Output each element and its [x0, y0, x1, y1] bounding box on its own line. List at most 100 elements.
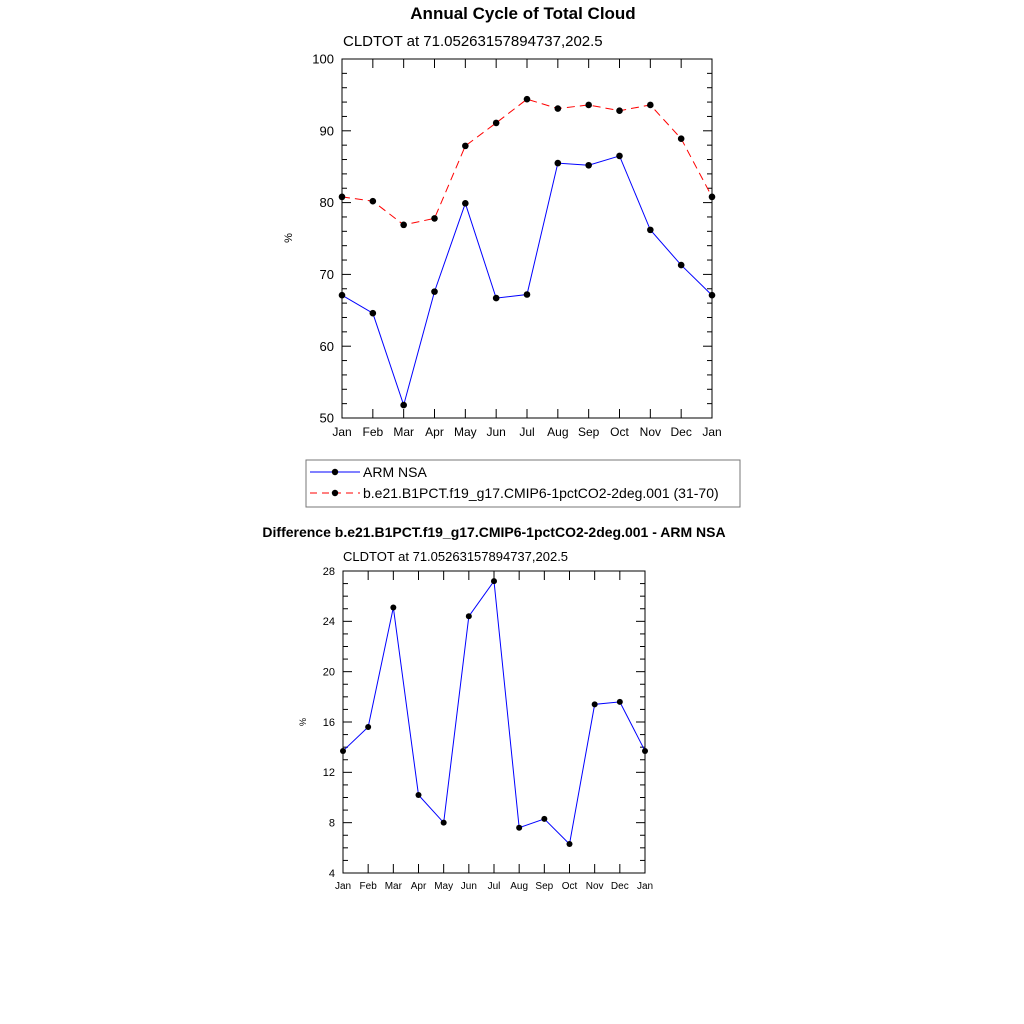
bottom-chart-series-line-0: [342, 579, 646, 846]
top-chart-title: Annual Cycle of Total Cloud: [410, 4, 635, 23]
top-chart-xtick-label: Nov: [640, 425, 661, 439]
top-chart-series-1-point: [677, 135, 685, 142]
top-chart-series-1-point: [523, 95, 531, 103]
bottom-chart-xtick-label: Jul: [488, 881, 501, 892]
top-chart-series-1-point: [585, 101, 592, 109]
bottom-chart-ytick-label: 24: [323, 616, 335, 628]
top-chart-xtick-label: Jul: [519, 425, 534, 439]
top-chart-series-line-0: [341, 155, 713, 407]
top-chart-series-0-point: [492, 294, 500, 302]
bottom-chart-series-0-point: [415, 791, 422, 798]
bottom-chart-series: [340, 578, 648, 848]
bottom-chart-xtick-label: Sep: [535, 881, 553, 892]
top-chart: Annual Cycle of Total Cloud CLDTOT at 71…: [283, 4, 741, 508]
bottom-chart-subtitle: CLDTOT at 71.05263157894737,202.5: [343, 549, 568, 564]
top-chart-series-1-point: [492, 119, 500, 127]
bottom-chart-xtick-label: May: [434, 881, 453, 892]
legend-label-model: b.e21.B1PCT.f19_g17.CMIP6-1pctCO2-2deg.0…: [363, 485, 719, 501]
bottom-chart-series-0-point: [591, 701, 598, 708]
top-chart-series-1-point: [431, 215, 438, 222]
top-chart-axes: Jan Feb Mar Apr May Jun Jul Aug Sep Oct Nov Dec Jan5…: [312, 52, 721, 439]
top-chart-series-1-point: [647, 101, 654, 109]
top-chart-ylabel: %: [283, 233, 295, 243]
top-chart-xtick-label: Apr: [425, 425, 444, 439]
bottom-chart-series-0-point: [516, 824, 523, 831]
top-plot-frame: [341, 58, 713, 419]
top-chart-ytick-label: 100: [312, 52, 334, 67]
bottom-chart-series-0-point: [541, 815, 548, 822]
bottom-chart-xtick-label: Jan: [335, 881, 351, 892]
top-chart-legend: ARM NSA b.e21.B1PCT.f19_g17.CMIP6-1pctCO…: [305, 459, 741, 508]
top-chart-series-0-point: [554, 159, 562, 167]
top-chart-ytick-label: 50: [320, 411, 334, 426]
bottom-chart-xtick-label: Dec: [611, 881, 629, 892]
top-chart-xtick-label: May: [454, 425, 477, 439]
top-chart-xtick-label: Jun: [486, 425, 505, 439]
top-chart-xtick-label: Dec: [670, 425, 691, 439]
bottom-chart-series-0-point: [465, 613, 472, 620]
legend-marker-arm-nsa: [331, 468, 339, 476]
top-chart-series-1-point: [554, 105, 562, 112]
top-chart-xtick-label: Feb: [362, 425, 383, 439]
top-chart-series-1-point: [616, 107, 623, 114]
bottom-chart-series-0-point: [390, 604, 397, 611]
bottom-chart-series-0-point: [440, 819, 447, 826]
top-chart-series-1-point: [400, 221, 407, 229]
bottom-chart-ytick-label: 4: [329, 868, 335, 880]
bottom-chart-xtick-label: Jun: [461, 881, 477, 892]
bottom-chart-series-0-point: [642, 747, 648, 754]
top-chart-series-0-point: [338, 291, 346, 299]
top-chart-xtick-label: Oct: [610, 425, 629, 439]
top-chart-ytick-label: 60: [320, 339, 334, 354]
bottom-chart-xtick-label: Oct: [562, 881, 578, 892]
bottom-chart-series-0-point: [616, 698, 623, 705]
top-chart-xtick-label: Aug: [547, 425, 568, 439]
top-chart-xtick-label: Sep: [578, 425, 600, 439]
bottom-chart-ylabel: %: [298, 718, 308, 726]
bottom-chart-xtick-label: Feb: [360, 881, 378, 892]
top-chart-series: [338, 95, 716, 409]
top-chart-series-0-point: [431, 288, 438, 295]
top-chart-series-0-point: [677, 261, 685, 269]
bottom-chart-ytick-label: 28: [323, 566, 335, 578]
bottom-chart-xtick-label: Nov: [586, 881, 604, 892]
top-chart-series-0-point: [523, 291, 531, 298]
top-chart-series-0-point: [708, 291, 716, 299]
top-chart-ytick-label: 90: [320, 123, 334, 138]
top-chart-series-0-point: [647, 226, 654, 234]
bottom-chart-ytick-label: 20: [323, 667, 335, 679]
bottom-chart-title: Difference b.e21.B1PCT.f19_g17.CMIP6-1pc…: [262, 524, 725, 540]
top-chart-series-1-point: [708, 193, 716, 201]
top-chart-series-0-point: [400, 401, 407, 409]
bottom-chart-axes: Jan Feb Mar Apr May Jun Jul Aug Sep Oct Nov Dec Jan4…: [323, 566, 653, 892]
top-chart-series-0-point: [585, 161, 592, 169]
bottom-chart-series-0-point: [365, 724, 372, 731]
top-chart-series-1-point: [369, 197, 377, 205]
top-chart-ytick-label: 80: [320, 195, 334, 210]
legend-label-arm-nsa: ARM NSA: [363, 464, 427, 480]
top-chart-xtick-label: Jan: [702, 425, 721, 439]
top-chart-series-1-point: [338, 193, 346, 201]
top-chart-series-0-point: [462, 200, 469, 207]
bottom-chart-series-0-point: [491, 578, 497, 585]
top-chart-xtick-label: Jan: [332, 425, 351, 439]
bottom-chart-series-0-point: [340, 747, 346, 754]
top-chart-series-0-point: [616, 152, 623, 160]
bottom-chart-xtick-label: Aug: [510, 881, 528, 892]
bottom-chart-ytick-label: 8: [329, 818, 335, 830]
bottom-chart-xtick-label: Apr: [411, 881, 427, 892]
top-chart-xtick-label: Mar: [393, 425, 414, 439]
bottom-chart-series-0-point: [566, 841, 573, 848]
top-chart-ytick-label: 70: [320, 267, 334, 282]
top-chart-subtitle: CLDTOT at 71.05263157894737,202.5: [343, 33, 603, 50]
legend-box: [305, 459, 741, 508]
bottom-chart-ytick-label: 12: [323, 767, 335, 779]
bottom-chart-ytick-label: 16: [323, 717, 335, 729]
top-chart-series-1-point: [462, 142, 469, 150]
legend-marker-model: [331, 489, 339, 497]
bottom-plot-frame: [342, 570, 646, 874]
bottom-chart-xtick-label: Mar: [385, 881, 403, 892]
top-chart-series-0-point: [369, 309, 377, 317]
bottom-chart-xtick-label: Jan: [637, 881, 653, 892]
